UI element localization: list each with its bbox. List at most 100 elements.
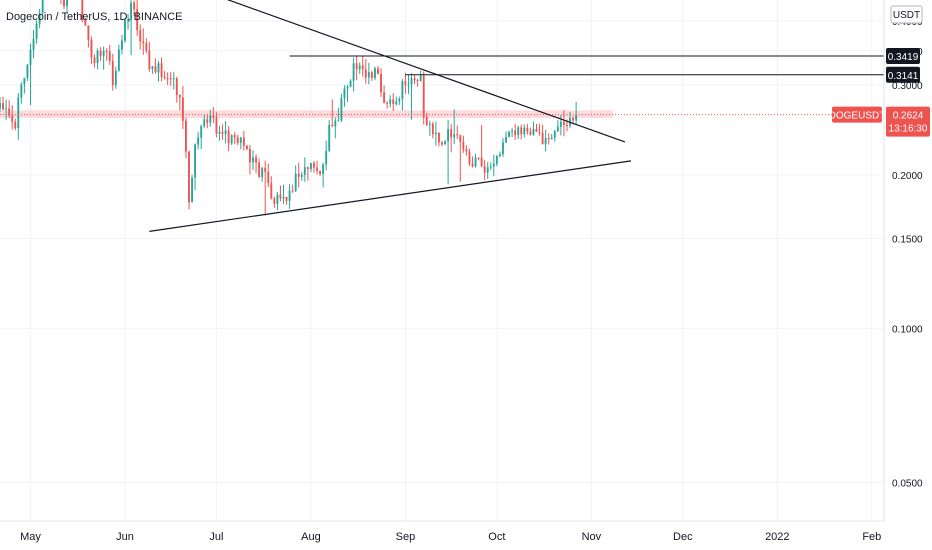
candle-body	[218, 131, 221, 134]
candle	[66, 0, 69, 14]
candle-body	[489, 166, 492, 168]
candle	[136, 0, 139, 36]
candle	[523, 124, 526, 138]
candle	[343, 85, 346, 107]
candle	[236, 134, 239, 146]
candle	[151, 66, 154, 74]
candle	[233, 132, 236, 145]
candle-body	[184, 120, 187, 152]
candle-body	[328, 124, 331, 151]
candle	[322, 162, 325, 188]
candle-body	[166, 78, 169, 80]
candle	[441, 140, 443, 147]
candle	[133, 0, 136, 16]
candle	[547, 133, 550, 145]
candle-body	[456, 134, 459, 136]
candle	[160, 57, 163, 82]
candle-body	[0, 103, 1, 109]
x-tick-label: Aug	[301, 531, 321, 543]
candle-body	[337, 120, 340, 122]
candle-body	[544, 138, 547, 145]
current-price-label: DOGEUSDT 0.2624 13:16:30	[829, 106, 930, 137]
candle	[544, 129, 547, 152]
candle-body	[221, 131, 224, 134]
candle-body	[242, 137, 245, 146]
candle-body	[474, 157, 477, 167]
x-tick-label: Dec	[673, 531, 693, 543]
candle-body	[367, 72, 370, 78]
candle-body	[99, 50, 102, 56]
candle	[498, 151, 501, 158]
candle	[553, 129, 556, 142]
candle-body	[477, 157, 480, 159]
candle-body	[17, 97, 20, 129]
candle	[373, 66, 376, 81]
candle-body	[139, 30, 142, 42]
candle	[538, 123, 541, 136]
candle-body	[127, 19, 129, 21]
candle	[258, 158, 261, 178]
candle	[346, 84, 349, 102]
candle	[294, 165, 297, 192]
candle	[529, 127, 532, 136]
candle	[261, 166, 264, 182]
candle-body	[502, 142, 504, 155]
candle	[145, 38, 148, 54]
candle	[218, 125, 221, 141]
candle-body	[364, 69, 367, 78]
candle	[465, 145, 468, 156]
candle-body	[133, 2, 136, 10]
candle	[297, 162, 300, 188]
candle-body	[84, 19, 87, 26]
candle	[163, 71, 166, 80]
candle	[340, 93, 343, 123]
candle-body	[566, 124, 568, 126]
candle	[108, 44, 111, 65]
candle	[102, 46, 105, 70]
candle	[252, 150, 254, 171]
candle-body	[26, 64, 29, 78]
candle	[157, 60, 160, 82]
candle	[8, 100, 11, 119]
candle-body	[468, 151, 471, 164]
candle	[282, 184, 285, 204]
symbol-box	[832, 106, 882, 123]
candle-body	[395, 101, 398, 105]
time-axis: May Jun Jul Aug Sep Oct Nov Dec 2022 Feb	[20, 531, 881, 543]
candle-body	[422, 75, 425, 117]
candle-body	[96, 50, 99, 64]
candle-body	[145, 43, 148, 51]
candle	[355, 55, 358, 81]
candle-body	[124, 20, 126, 41]
candle	[459, 134, 462, 182]
candle	[352, 57, 355, 92]
candle-body	[252, 157, 254, 163]
candle-body	[282, 196, 285, 199]
candle	[431, 121, 434, 139]
candle	[117, 44, 120, 72]
candle-body	[404, 81, 407, 85]
candle	[319, 170, 322, 177]
candle	[300, 172, 303, 181]
candle-body	[520, 127, 523, 135]
candle-body	[441, 142, 443, 145]
candle-body	[480, 157, 483, 167]
candle-body	[343, 88, 346, 99]
candle	[29, 43, 32, 106]
candle	[276, 191, 279, 211]
candle-body	[447, 129, 450, 142]
candle	[264, 160, 267, 216]
candle-body	[306, 167, 309, 170]
candle	[508, 130, 511, 138]
candle-body	[517, 127, 520, 136]
candle-body	[297, 173, 300, 177]
candle	[279, 185, 282, 202]
x-tick-label: 2022	[765, 531, 789, 543]
candle-body	[346, 86, 349, 89]
candle	[215, 112, 218, 138]
candle	[166, 72, 169, 86]
level-price-text: 0.3419	[888, 52, 919, 63]
candle-body	[63, 0, 65, 7]
candle	[111, 53, 114, 91]
candle-body	[355, 63, 358, 70]
